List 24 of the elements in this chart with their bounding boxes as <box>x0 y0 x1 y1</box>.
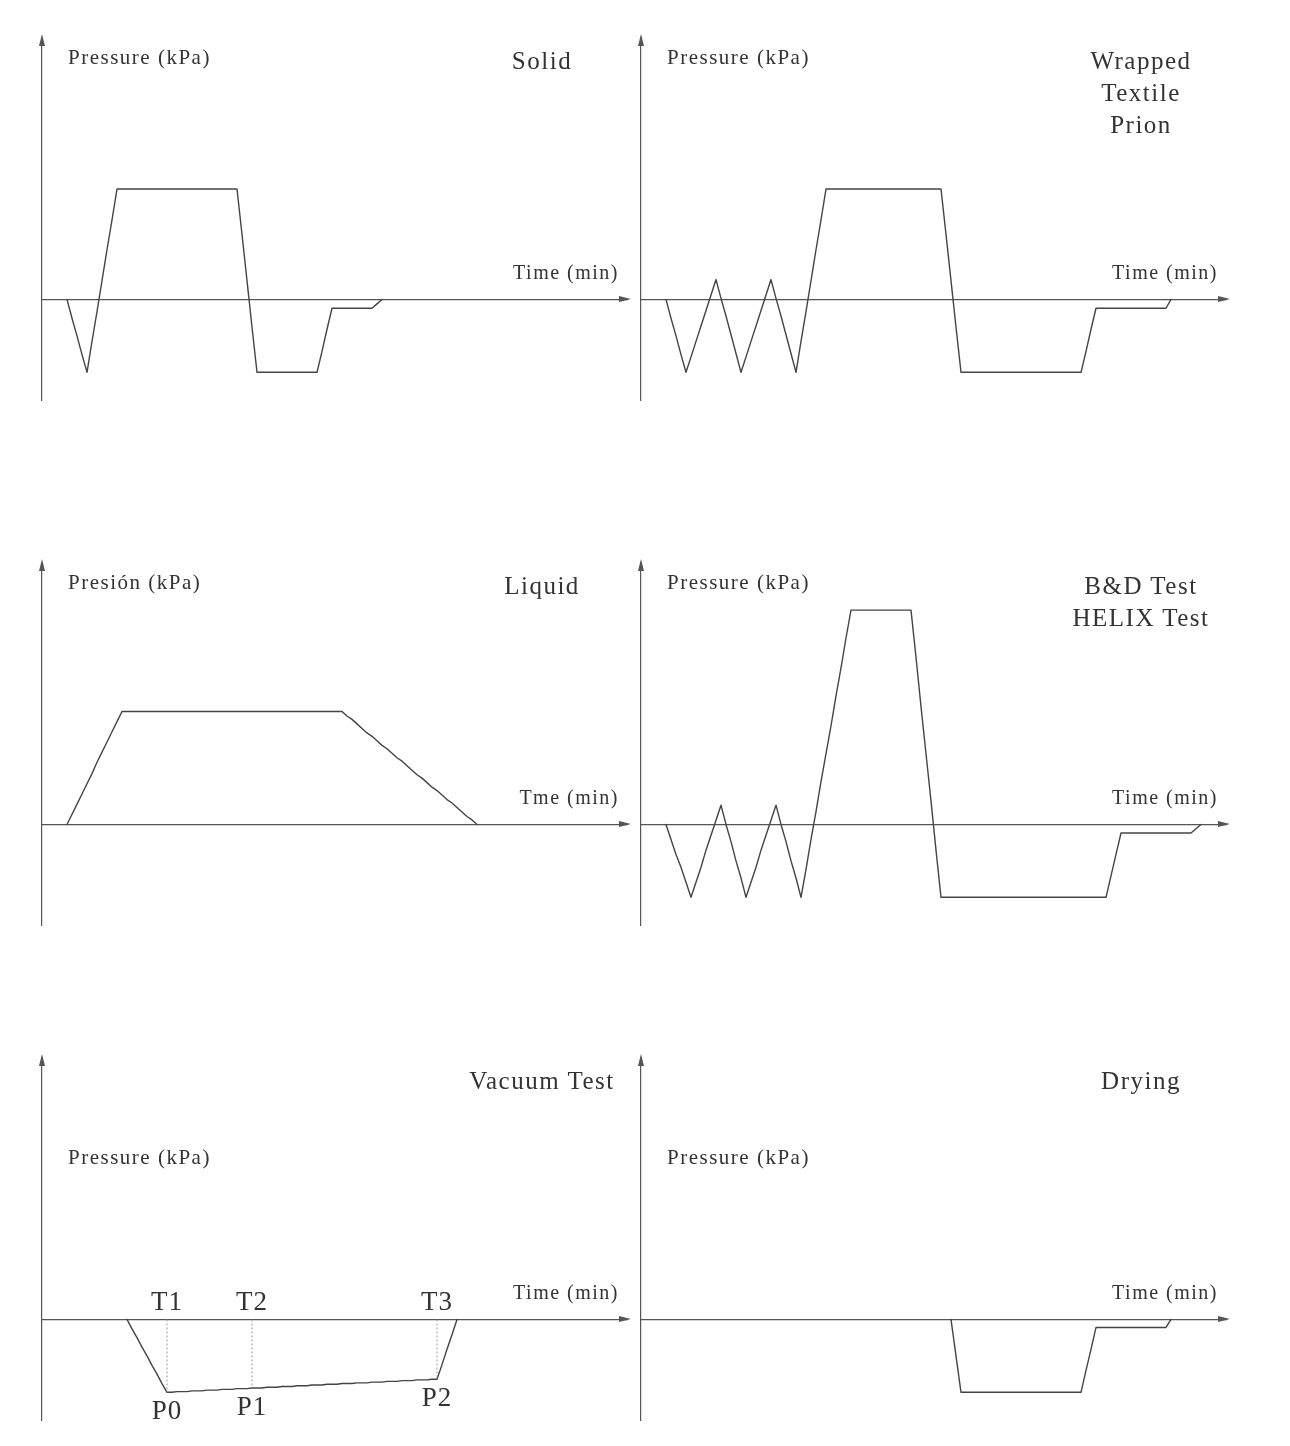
chart-title: Liquid <box>504 571 580 599</box>
y-axis-title: Pressure (kPa) <box>68 44 211 69</box>
chart-title: Solid <box>511 46 573 74</box>
y-axis-title: Pressure (kPa) <box>68 1144 211 1169</box>
x-axis-title: Time (min) <box>513 260 619 284</box>
annotation: P0 <box>151 1394 183 1425</box>
y-axis-title: Pressure (kPa) <box>667 569 810 594</box>
x-axis-title: Time (min) <box>1112 1280 1218 1304</box>
y-axis-title: Pressure (kPa) <box>667 44 810 69</box>
annotation: P2 <box>421 1381 453 1412</box>
y-axis-title: Presión (kPa) <box>68 569 202 594</box>
chart-title: Drying <box>1101 1066 1181 1094</box>
chart-title: B&D Test HELIX Test <box>1072 571 1210 631</box>
chart-title: Vacuum Test <box>469 1066 615 1094</box>
x-axis-title: Time (min) <box>513 1280 619 1304</box>
x-tick-label: T1 <box>151 1286 183 1317</box>
x-tick-label: T2 <box>236 1286 268 1317</box>
y-axis-title: Pressure (kPa) <box>667 1144 810 1169</box>
x-axis-title: Tme (min) <box>519 785 619 809</box>
annotation: P1 <box>236 1390 268 1421</box>
x-axis-title: Time (min) <box>1112 785 1218 809</box>
x-axis-title: Time (min) <box>1112 260 1218 284</box>
chart-title: Wrapped Textile Prion <box>1090 46 1192 138</box>
x-tick-label: T3 <box>421 1286 453 1317</box>
